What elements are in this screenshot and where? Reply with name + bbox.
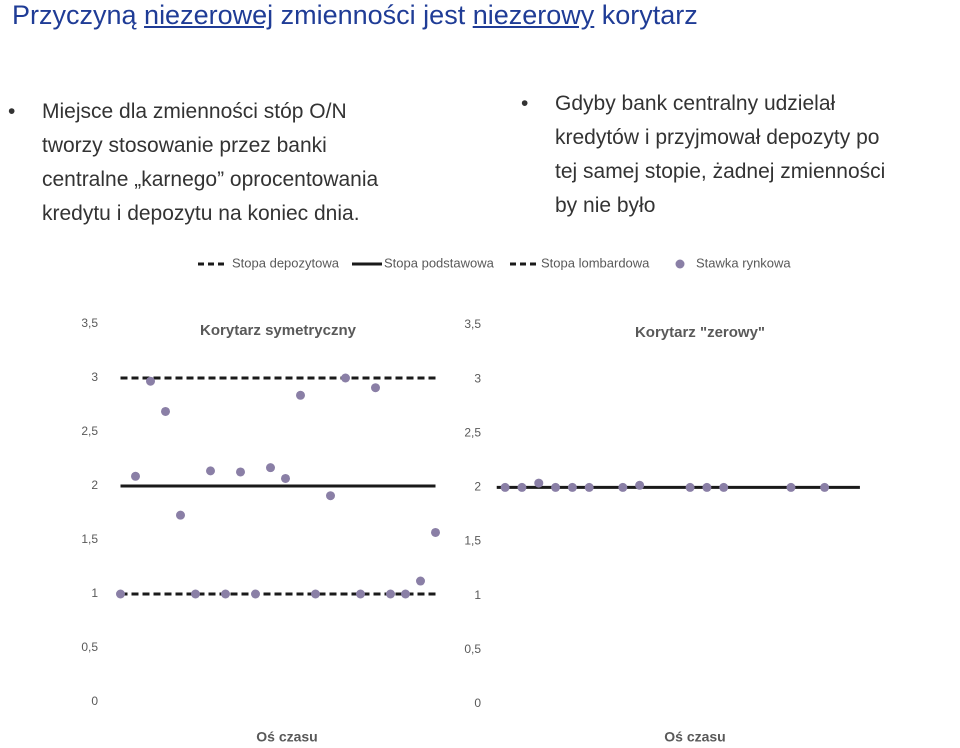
chart-title: Korytarz symetryczny — [200, 322, 357, 339]
legend-label: Stawka rynkowa — [696, 255, 791, 270]
data-point — [534, 478, 544, 488]
y-tick-label: 2,5 — [81, 424, 98, 438]
y-tick-label: 3 — [91, 370, 98, 384]
y-tick-label: 2,5 — [464, 425, 481, 439]
data-point — [311, 589, 320, 599]
data-point — [551, 482, 561, 492]
y-tick-label: 1,5 — [81, 532, 98, 546]
title-part: korytarz — [594, 0, 698, 30]
title-part: Przyczyną — [12, 0, 145, 30]
data-point — [326, 491, 335, 501]
data-point — [719, 482, 729, 492]
data-point — [296, 390, 305, 400]
data-point — [131, 471, 140, 481]
title-part: niezerowej — [144, 0, 274, 30]
y-tick-label: 1 — [91, 586, 98, 600]
legend-marker — [675, 259, 685, 269]
bullet: Gdyby bank centralny udzielał kredytów i … — [521, 87, 886, 223]
data-point — [416, 576, 425, 586]
data-point — [266, 463, 275, 473]
bullet-line: Gdyby bank centralny udzielał — [555, 92, 836, 115]
slide-title: Przyczyną niezerowej zmienności jest nie… — [12, 0, 698, 31]
bullet-line: tworzy stosowanie przez banki — [42, 134, 327, 157]
data-point — [567, 482, 577, 492]
y-tick-label: 0 — [474, 696, 481, 710]
bullet-line: kredytów i przyjmował depozyty po — [555, 126, 880, 149]
legend-label: Stopa lombardowa — [541, 255, 650, 270]
y-tick-label: 1,5 — [464, 534, 481, 548]
data-point — [146, 376, 155, 386]
bullet-line: centralne „karnego” oprocentowania — [42, 168, 379, 191]
data-point — [820, 482, 830, 492]
bullet-line: by nie było — [555, 194, 656, 217]
data-point — [116, 589, 125, 599]
data-point — [191, 589, 200, 599]
data-point — [702, 482, 712, 492]
y-tick-label: 0 — [91, 694, 98, 708]
y-tick-label: 0,5 — [464, 642, 481, 656]
data-point — [635, 480, 645, 490]
data-point — [281, 473, 290, 483]
data-point — [786, 482, 796, 492]
y-tick-label: 3 — [474, 371, 481, 385]
x-axis-label: Oś czasu — [664, 729, 725, 745]
data-point — [500, 482, 510, 492]
data-point — [356, 589, 365, 599]
data-point — [176, 510, 185, 520]
legend-label: Stopa depozytowa — [232, 255, 340, 270]
y-tick-label: 1 — [474, 588, 481, 602]
data-point — [618, 482, 628, 492]
bullet-line: Miejsce dla zmienności stóp O/N — [42, 100, 347, 123]
bullet: Miejsce dla zmienności stóp O/N tworzy st… — [8, 95, 379, 231]
bullet-line: tej samej stopie, żadnej zmienności — [555, 160, 886, 183]
data-point — [161, 406, 170, 416]
bullet-line: kredytu i depozytu na koniec dnia. — [42, 202, 360, 225]
data-point — [236, 467, 245, 477]
y-tick-label: 2 — [474, 480, 481, 494]
data-point — [386, 589, 395, 599]
title-part: zmienności jest — [273, 0, 473, 30]
data-point — [341, 373, 350, 383]
data-point — [251, 589, 260, 599]
y-tick-label: 3,5 — [81, 316, 98, 330]
y-tick-label: 2 — [91, 478, 98, 492]
y-tick-label: 3,5 — [464, 317, 481, 331]
data-point — [401, 589, 410, 599]
x-axis-label: Oś czasu — [256, 729, 317, 745]
legend-label: Stopa podstawowa — [384, 255, 495, 270]
title-part: niezerowy — [472, 0, 595, 30]
data-point — [685, 482, 695, 492]
data-point — [371, 383, 380, 393]
data-point — [221, 589, 230, 599]
data-point — [584, 482, 594, 492]
data-point — [431, 527, 440, 537]
chart-title: Korytarz "zerowy" — [635, 324, 765, 341]
y-tick-label: 0,5 — [81, 640, 98, 654]
data-point — [517, 482, 527, 492]
data-point — [206, 466, 215, 476]
